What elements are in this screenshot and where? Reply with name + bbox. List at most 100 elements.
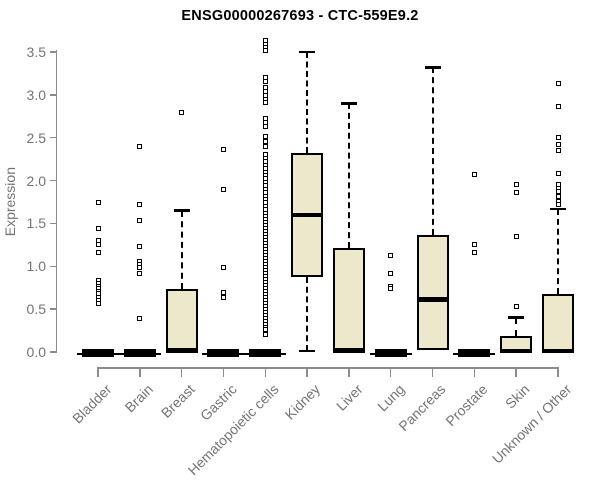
x-axis-tick — [222, 367, 225, 377]
x-tick-label: Prostate — [442, 381, 491, 430]
x-tick-label: Lung — [373, 381, 408, 415]
outlier-point-lung — [388, 270, 394, 276]
x-tick-label: Breast — [158, 381, 198, 421]
x-tick-label: Unknown / Other — [488, 381, 575, 467]
y-tick-label: 1.0 — [26, 258, 46, 275]
x-tick-label: Bladder — [68, 381, 115, 427]
x-axis-tick — [180, 367, 183, 377]
outlier-point-prostate — [471, 250, 477, 256]
y-axis-tick — [50, 51, 56, 53]
outlier-point-brain — [137, 202, 143, 208]
outlier-point-unknown-other — [555, 103, 561, 109]
outlier-point-unknown-other — [555, 202, 561, 208]
x-tick-label: Liver — [332, 381, 366, 414]
y-tick-label: 3.0 — [26, 86, 46, 103]
median-line-kidney — [291, 212, 324, 218]
y-axis-tick — [50, 136, 56, 139]
outlier-point-hematopoietic-cells — [262, 327, 268, 333]
outlier-point-prostate — [471, 242, 477, 248]
outlier-point-skin — [513, 182, 519, 188]
flat-box-lung — [374, 349, 407, 357]
upper-whisker-liver — [347, 103, 350, 249]
x-axis-tick — [389, 367, 392, 377]
outlier-point-bladder — [95, 199, 101, 205]
outlier-point-skin — [513, 190, 519, 196]
upper-whisker-cap-skin — [508, 316, 525, 319]
outlier-point-hematopoietic-cells — [262, 138, 268, 144]
y-tick-label: 0.5 — [26, 301, 46, 318]
flat-box-brain — [123, 349, 156, 357]
y-axis-line — [55, 50, 57, 353]
outlier-point-brain — [137, 143, 143, 149]
x-axis-tick — [473, 367, 476, 377]
median-line-unknown-other — [542, 348, 575, 354]
outlier-point-hematopoietic-cells — [262, 332, 268, 338]
y-axis-tick — [50, 222, 56, 225]
outlier-point-unknown-other — [555, 81, 561, 87]
outlier-point-gastric — [220, 264, 226, 270]
y-axis-tick — [50, 351, 56, 353]
outlier-point-breast — [179, 110, 185, 116]
x-tick-label: Kidney — [281, 381, 324, 423]
outlier-point-hematopoietic-cells — [262, 78, 268, 84]
y-tick-label: 1.5 — [26, 215, 46, 232]
y-axis-tick — [50, 179, 56, 182]
outlier-point-skin — [513, 233, 519, 239]
upper-whisker-skin — [515, 317, 518, 336]
box-pancreas — [416, 234, 449, 351]
x-axis-tick — [515, 367, 517, 377]
median-line-breast — [165, 348, 198, 353]
outlier-point-unknown-other — [555, 171, 561, 177]
x-axis-tick — [264, 367, 267, 377]
box-unknown-other — [542, 293, 575, 352]
y-tick-label: 3.5 — [26, 44, 46, 60]
upper-whisker-kidney — [306, 52, 309, 154]
flat-box-prostate — [458, 349, 491, 357]
upper-whisker-unknown-other — [557, 208, 560, 294]
outlier-point-unknown-other — [555, 135, 561, 141]
upper-whisker-cap-liver — [340, 102, 357, 105]
outlier-point-brain — [137, 316, 143, 322]
upper-whisker-pancreas — [431, 67, 434, 235]
outlier-point-hematopoietic-cells — [262, 100, 268, 106]
flat-box-bladder — [82, 349, 114, 357]
outlier-point-unknown-other — [555, 142, 561, 148]
outlier-point-lung — [388, 286, 394, 292]
upper-whisker-breast — [180, 210, 183, 289]
outlier-point-hematopoietic-cells — [262, 143, 268, 149]
lower-whisker-kidney — [306, 276, 309, 352]
median-line-liver — [332, 348, 365, 353]
chart-title: ENSG00000267693 - CTC-559E9.2 — [181, 8, 419, 24]
outlier-point-prostate — [471, 172, 477, 178]
flat-box-hematopoietic-cells — [249, 349, 282, 357]
outlier-point-skin — [513, 304, 519, 310]
outlier-point-lung — [388, 252, 394, 258]
outlier-point-brain — [137, 244, 143, 250]
x-axis-tick — [557, 367, 559, 377]
flat-box-gastric — [207, 349, 240, 357]
x-tick-label: Brain — [121, 381, 157, 416]
outlier-point-unknown-other — [555, 193, 561, 199]
outlier-point-brain — [137, 264, 143, 270]
outlier-point-gastric — [220, 186, 226, 192]
x-axis-tick — [306, 367, 308, 377]
outlier-point-brain — [137, 270, 143, 276]
outlier-point-gastric — [220, 294, 226, 300]
upper-whisker-cap-pancreas — [424, 66, 441, 69]
outlier-point-bladder — [95, 250, 101, 256]
upper-whisker-cap-kidney — [299, 50, 316, 54]
box-liver — [332, 248, 365, 352]
outlier-point-bladder — [95, 226, 101, 232]
x-axis-tick — [431, 367, 434, 377]
y-axis-tick — [50, 94, 56, 96]
outlier-point-unknown-other — [555, 148, 561, 154]
upper-whisker-cap-unknown-other — [550, 207, 567, 211]
outlier-point-bladder — [95, 300, 101, 306]
x-axis-tick — [348, 367, 350, 377]
box-breast — [165, 288, 198, 352]
outlier-point-bladder — [95, 241, 101, 247]
median-line-pancreas — [416, 297, 449, 302]
outlier-point-gastric — [220, 147, 226, 153]
